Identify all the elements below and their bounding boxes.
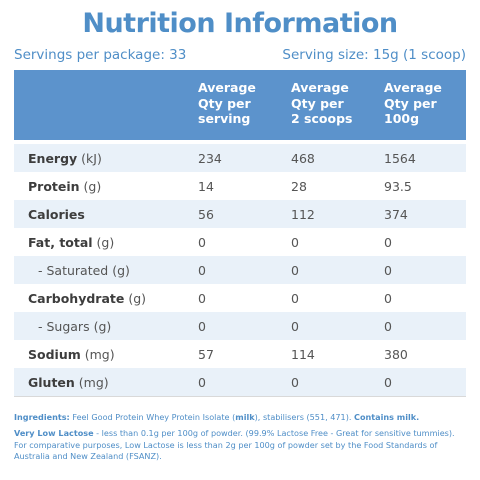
value-cell: 0 [384,290,392,306]
nutrient-name: Calories [28,206,85,222]
table-row: Calories 56 112 374 [14,200,466,228]
table-row: Sodium (mg) 57 114 380 [14,340,466,368]
nutrient-unit: (g) [108,262,130,278]
row-label: - Saturated (g) [14,263,186,278]
value-cell: 0 [291,318,299,334]
value-cell: 234 [198,150,222,166]
value-cell: 56 [198,206,214,222]
value-cell: 374 [384,206,408,222]
serving-info: Servings per package: 33 Serving size: 1… [14,47,466,63]
footnotes: Ingredients: Feel Good Protein Whey Prot… [14,412,469,468]
value-cell: 468 [291,150,315,166]
nutrient-unit: (g) [124,290,147,306]
value-cell: 28 [291,178,307,194]
nutrient-name: Carbohydrate [28,290,125,306]
row-label: Carbohydrate (g) [14,291,186,306]
value-cell: 0 [198,262,206,278]
table-header: Average Qty per serving Average Qty per … [14,70,466,140]
value-cell: 0 [291,262,299,278]
nutrient-unit: (mg) [80,346,115,362]
nutrient-unit: (mg) [74,374,109,390]
header-per-100g: Average Qty per 100g [384,80,442,126]
nutrient-unit: (g) [79,178,102,194]
value-cell: 0 [384,318,392,334]
lactose-text: - less than 0.1g per 100g of powder. (99… [14,428,455,462]
header-per-serving: Average Qty per serving [198,80,256,126]
header-blank-cell [14,71,186,140]
table-row: Energy (kJ) 234 468 1564 [14,144,466,172]
ingredients-label: Ingredients: [14,412,70,422]
row-label: Calories [14,207,186,222]
table-row: Fat, total (g) 0 0 0 [14,228,466,256]
nutrient-name: Sodium [28,346,81,362]
contains-milk: Contains milk. [354,412,420,422]
value-cell: 0 [198,234,206,250]
nutrient-unit: (kJ) [77,150,102,166]
page-title: Nutrition Information [82,8,398,39]
ingredients-milk: milk [235,412,255,422]
row-label: Protein (g) [14,179,186,194]
value-cell: 0 [291,374,299,390]
value-cell: 57 [198,346,214,362]
serving-size: Serving size: 15g (1 scoop) [282,47,466,63]
value-cell: 0 [198,290,206,306]
table-body: Energy (kJ) 234 468 1564 Protein (g) 14 28 93.5… [14,144,466,396]
value-cell: 0 [198,318,206,334]
value-cell: 380 [384,346,408,362]
nutrient-name: Energy [28,150,78,166]
value-cell: 112 [291,206,315,222]
value-cell: 1564 [384,150,416,166]
nutrient-name: - Saturated [38,262,109,278]
nutrient-name: Protein [28,178,80,194]
value-cell: 14 [198,178,214,194]
value-cell: 0 [384,374,392,390]
ingredients-text-a: Feel Good Protein Whey Protein Isolate ( [69,412,236,422]
value-cell: 114 [291,346,315,362]
nutrient-name: Fat, total [28,234,93,250]
row-label: - Sugars (g) [14,319,186,334]
nutrition-table: Average Qty per serving Average Qty per … [14,70,466,397]
nutrient-unit: (g) [89,318,112,334]
row-label: Sodium (mg) [14,347,186,362]
table-row: - Sugars (g) 0 0 0 [14,312,466,340]
table-row: Gluten (mg) 0 0 0 [14,368,466,396]
row-label: Fat, total (g) [14,235,186,250]
value-cell: 93.5 [384,178,412,194]
header-per-2-scoops: Average Qty per 2 scoops [291,80,353,126]
table-row: - Saturated (g) 0 0 0 [14,256,466,284]
ingredients-text-b: ), stabilisers (551, 471). [254,412,354,422]
lactose-label: Very Low Lactose [14,428,94,439]
value-cell: 0 [384,262,392,278]
table-row: Carbohydrate (g) 0 0 0 [14,284,466,312]
ingredients-note: Ingredients: Feel Good Protein Whey Prot… [14,412,469,423]
nutrient-name: - Sugars [38,318,90,334]
lactose-note: Very Low Lactose - less than 0.1g per 10… [14,428,469,462]
nutrient-name: Gluten [28,374,75,390]
nutrient-unit: (g) [92,234,115,250]
row-label: Energy (kJ) [14,151,186,166]
servings-per-package: Servings per package: 33 [14,47,187,63]
row-label: Gluten (mg) [14,375,186,390]
value-cell: 0 [291,234,299,250]
value-cell: 0 [198,374,206,390]
table-row: Protein (g) 14 28 93.5 [14,172,466,200]
value-cell: 0 [291,290,299,306]
value-cell: 0 [384,234,392,250]
